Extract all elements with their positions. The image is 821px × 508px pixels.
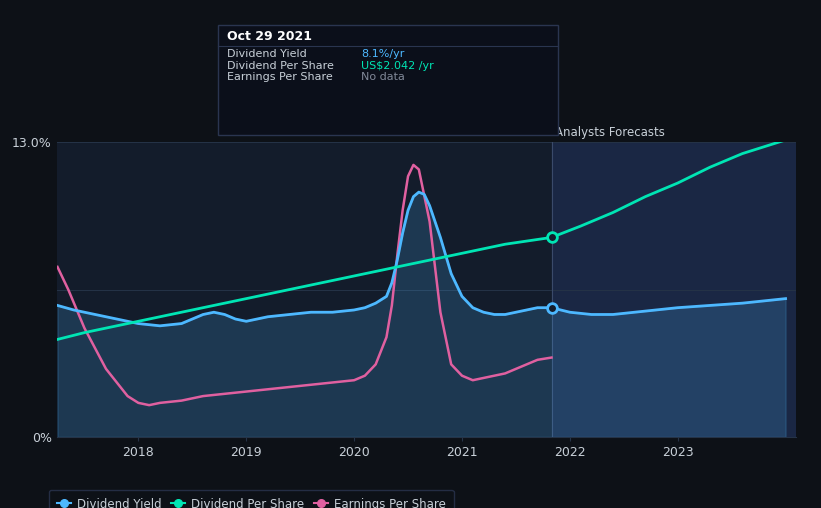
Legend: Dividend Yield, Dividend Per Share, Earnings Per Share: Dividend Yield, Dividend Per Share, Earn… [48,490,454,508]
Text: Past: Past [523,126,548,139]
Bar [552,142,796,437]
Text: Dividend Per Share: Dividend Per Share [227,60,334,71]
Text: Analysts Forecasts: Analysts Forecasts [555,126,665,139]
Text: No data: No data [361,72,405,82]
Text: 8.1%/yr: 8.1%/yr [361,49,405,59]
Text: Dividend Yield: Dividend Yield [227,49,307,59]
Text: Oct 29 2021: Oct 29 2021 [227,29,313,43]
Text: Earnings Per Share: Earnings Per Share [227,72,333,82]
Text: US$2.042 /yr: US$2.042 /yr [361,60,434,71]
